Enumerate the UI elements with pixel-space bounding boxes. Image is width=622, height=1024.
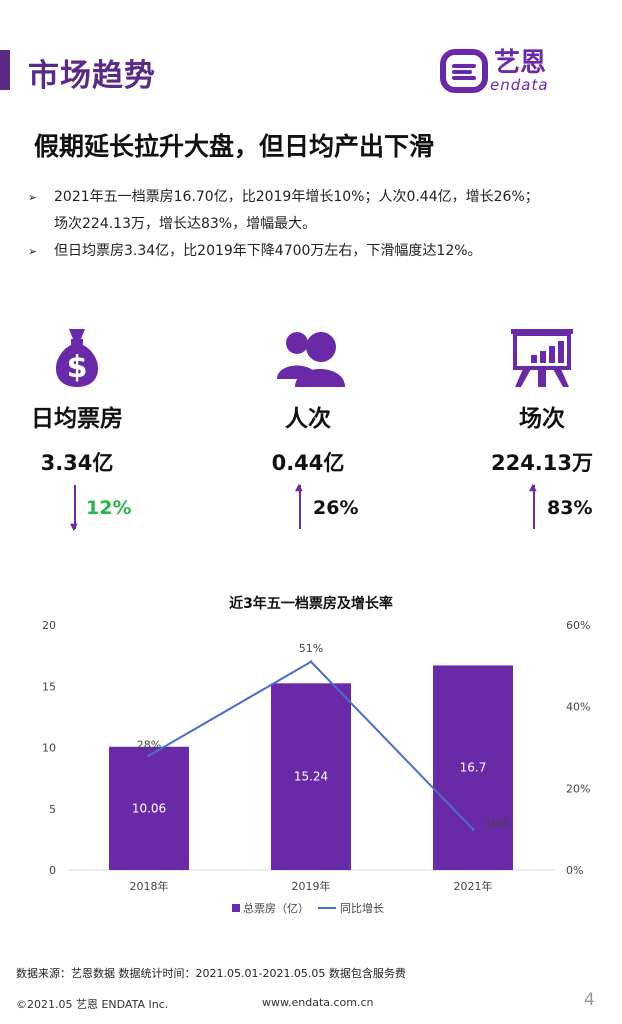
arrow-tip-icon: ▲ <box>295 483 303 493</box>
y-left-tick-label: 15 <box>42 680 56 693</box>
legend-swatch-bar <box>232 904 240 912</box>
page-title: 市场趋势 <box>28 58 156 94</box>
people-icon <box>213 325 403 391</box>
down-arrow-icon <box>74 485 76 529</box>
kpi-screenings: 场次 224.13万 ▲ 83% <box>447 325 622 531</box>
kpi-value: 3.34亿 <box>40 451 114 475</box>
arrow-tip-icon: ▲ <box>529 483 537 493</box>
kpi-change-percent: 12% <box>86 497 132 519</box>
arrow-tip-icon: ▼ <box>70 522 78 533</box>
page-number: 4 <box>584 990 595 1010</box>
bar <box>433 665 513 870</box>
chart-title: 近3年五一档票房及增长率 <box>229 595 393 612</box>
x-tick-label: 2018年 <box>130 879 169 893</box>
money-bag-icon: $ <box>0 325 172 391</box>
bar-value-label: 15.24 <box>294 770 328 784</box>
legend-label: 同比增长 <box>340 901 384 915</box>
headline: 假期延长拉升大盘，但日均产出下滑 <box>34 132 435 161</box>
kpi-change: ▲ 83% <box>447 483 622 531</box>
footer-copyright: ©2021.05 艺恩 ENDATA Inc. <box>16 998 169 1011</box>
footer-website: www.endata.com.cn <box>262 996 374 1009</box>
y-left-tick-label: 10 <box>42 742 56 755</box>
logo-text-en: endata <box>490 76 549 94</box>
bullet-text: 但日均票房3.34亿，比2019年下降4700万左右，下滑幅度达12%。 <box>54 243 482 259</box>
y-left-tick-label: 20 <box>42 619 56 632</box>
x-tick-label: 2019年 <box>292 879 331 893</box>
data-source-note: 数据来源：艺恩数据 数据统计时间：2021.05.01-2021.05.05 数… <box>16 967 406 980</box>
kpi-attendance: 人次 0.44亿 ▲ 26% <box>213 325 403 531</box>
kpi-value: 0.44亿 <box>271 451 345 475</box>
y-left-tick-label: 0 <box>49 864 56 877</box>
y-right-tick-label: 40% <box>566 701 590 714</box>
bullet-arrow-icon: ➢ <box>28 245 38 258</box>
kpi-value: 224.13万 <box>490 451 594 475</box>
bullet-text: 2021年五一档票房16.70亿，比2019年增长10%；人次0.44亿，增长2… <box>54 189 539 205</box>
y-right-tick-label: 60% <box>566 619 590 632</box>
bar <box>271 683 351 870</box>
screening-board-icon <box>447 325 622 391</box>
kpi-label: 人次 <box>285 406 331 432</box>
up-arrow-icon <box>299 485 301 529</box>
kpi-label: 场次 <box>519 406 565 432</box>
logo-text-cn: 艺恩 <box>494 48 547 78</box>
endata-logo-icon <box>440 49 488 93</box>
growth-point <box>309 660 313 664</box>
y-right-tick-label: 20% <box>566 782 590 795</box>
legend-label: 总票房（亿） <box>243 901 309 915</box>
bar-value-label: 16.7 <box>460 761 487 775</box>
kpi-daily-box-office: $ 日均票房 3.34亿 ▼ 12% <box>0 325 172 533</box>
kpi-change: ▼ 12% <box>0 485 172 533</box>
kpi-change-percent: 83% <box>547 497 593 519</box>
growth-point <box>471 827 475 831</box>
kpi-change: ▲ 26% <box>213 483 403 531</box>
up-arrow-icon <box>533 485 535 529</box>
bullet-text: 场次224.13万，增长达83%，增幅最大。 <box>54 216 317 232</box>
growth-value-label: 51% <box>299 642 323 655</box>
growth-value-label: 28% <box>137 739 161 752</box>
title-accent-bar <box>0 50 10 90</box>
growth-point <box>147 754 151 758</box>
bullet-item: ➢ 2021年五一档票房16.70亿，比2019年增长10%；人次0.44亿，增… <box>28 184 598 238</box>
y-left-tick-label: 5 <box>49 803 56 816</box>
x-tick-label: 2021年 <box>454 879 493 893</box>
svg-text:$: $ <box>67 350 88 385</box>
bar <box>109 746 189 870</box>
growth-value-label: 10% <box>485 817 509 830</box>
box-office-chart: 近3年五一档票房及增长率 0 5 10 15 20 0% 20% 40% 60% 10.06 15.… <box>42 595 590 915</box>
kpi-change-percent: 26% <box>313 497 359 519</box>
y-right-tick-label: 0% <box>566 864 583 877</box>
endata-logo: 艺恩 endata <box>440 46 580 98</box>
bullet-list: ➢ 2021年五一档票房16.70亿，比2019年增长10%；人次0.44亿，增… <box>28 184 598 265</box>
bullet-item: ➢ 但日均票房3.34亿，比2019年下降4700万左右，下滑幅度达12%。 <box>28 238 598 265</box>
bullet-arrow-icon: ➢ <box>28 191 38 204</box>
kpi-label: 日均票房 <box>31 406 123 432</box>
bar-value-label: 10.06 <box>132 801 166 815</box>
